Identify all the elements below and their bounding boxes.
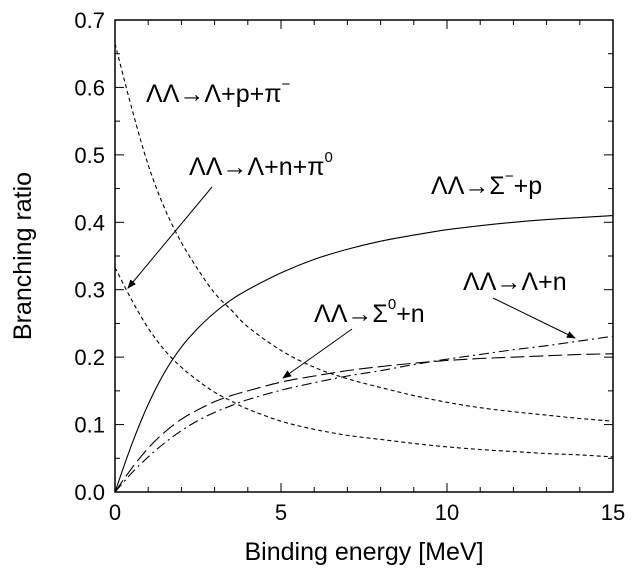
x-tick-label: 10	[435, 500, 459, 525]
x-tick-label: 0	[109, 500, 121, 525]
series-line-5	[114, 335, 614, 493]
annotation-sigma-minus-p: ΛΛ→Σ−+p	[431, 168, 542, 200]
axis-ticks	[114, 19, 614, 493]
arrow-lambda-n-pizero	[127, 186, 213, 289]
x-tick-label: 15	[601, 500, 625, 525]
y-tick-label: 0.7	[74, 8, 105, 33]
series-line-1	[114, 43, 614, 422]
annotation-lambda-n: ΛΛ→Λ+n	[463, 268, 567, 296]
arrow-lambda-n	[492, 297, 576, 339]
tick-labels: 0 5 10 15 0.0 0.1 0.2 0.3 0.4 0.5 0.6 0.7	[74, 8, 625, 525]
y-tick-label: 0.6	[74, 75, 105, 100]
series-line-3	[114, 214, 614, 493]
annotation-sigma-zero-n: ΛΛ→Σ0+n	[314, 296, 425, 328]
y-tick-label: 0.0	[74, 480, 105, 505]
y-tick-label: 0.1	[74, 413, 105, 438]
x-tick-label: 5	[275, 500, 287, 525]
y-tick-label: 0.5	[74, 143, 105, 168]
annotation-lambda-p-piminus: ΛΛ→Λ+p+π−	[146, 76, 290, 108]
x-axis-title: Binding energy [MeV]	[244, 538, 483, 566]
annotation-lambda-n-pizero: ΛΛ→Λ+n+π0	[189, 149, 333, 181]
series-line-4	[114, 353, 614, 493]
y-tick-label: 0.3	[74, 278, 105, 303]
arrow-sigma-zero-n	[282, 328, 353, 379]
y-tick-label: 0.2	[74, 345, 105, 370]
y-tick-label: 0.4	[74, 210, 105, 235]
series-line-2	[114, 267, 614, 458]
y-axis-title: Branching ratio	[9, 172, 37, 340]
series-group	[114, 43, 614, 493]
